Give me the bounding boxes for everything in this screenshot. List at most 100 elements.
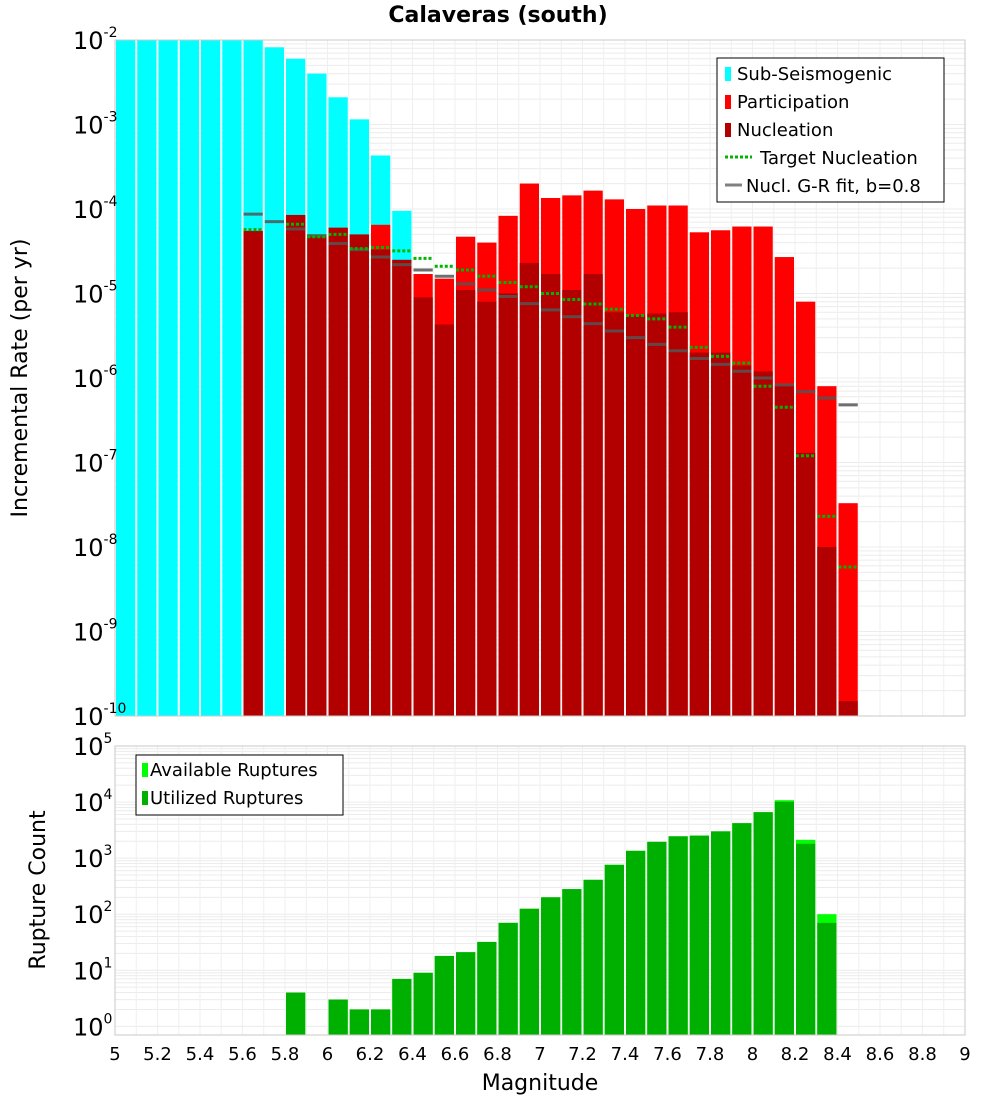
y-tick-label: 10-6 [73,363,118,393]
utilized-ruptures-bar [392,978,412,1035]
nucleation-bar [541,274,561,716]
x-tick-label: 6.2 [356,1044,385,1065]
nucleation-bar [817,547,837,716]
utilized-ruptures-bar [477,941,497,1035]
x-tick-label: 8.8 [908,1044,937,1065]
x-tick-label: 7 [534,1044,545,1065]
nucleation-bar [626,315,646,716]
utilized-ruptures-bar [328,999,348,1035]
y-tick-label: 10-2 [73,25,118,55]
utilized-ruptures-bar [519,908,539,1035]
bottom-plot-frame [114,745,966,1036]
utilized-ruptures-bar [668,836,688,1035]
nucleation-bar [562,290,582,716]
x-tick-label: 8.2 [781,1044,810,1065]
utilized-ruptures-bar [371,1009,391,1035]
nucleation-bar [668,312,688,716]
nucleation-bar [604,312,624,716]
utilized-ruptures-bar [456,952,476,1035]
legend-label-participation: Participation [737,92,849,113]
x-axis-label: Magnitude [482,1071,599,1096]
bottom-plot-y-axis-label: Rupture Count [26,810,51,970]
nucleation-bar [519,262,539,716]
x-tick-label: 6.8 [483,1044,512,1065]
chart-title: Calaveras (south) [388,3,607,28]
x-tick-label: 9 [959,1044,970,1065]
bottom-plot-y-ticks: 100 101 102 103 104 105 [73,731,113,1041]
legend-label-gr-fit: Nucl. G-R fit, b=0.8 [746,176,921,197]
x-tick-label: 7.4 [611,1044,640,1065]
x-tick-label: 8.4 [823,1044,852,1065]
utilized-ruptures-bar [541,897,561,1035]
bottom-plot-x-ticks: 5 5.2 5.4 5.6 5.8 6 6.2 6.4 6.6 6.8 7 7.2 7.4 7.6 7.8 8… [109,1044,970,1065]
legend-label-target-nucleation: Target Nucleation [759,148,918,169]
x-tick-label: 5.6 [228,1044,257,1065]
nucleation-bar [711,352,731,716]
y-tick-label: 10-9 [73,617,118,647]
legend-label-sub-seismogenic: Sub-Seismogenic [737,64,892,85]
utilized-ruptures-bar [626,850,646,1035]
legend-label-utilized-ruptures: Utilized Ruptures [150,788,303,809]
utilized-ruptures-bar [286,992,306,1035]
top-plot-y-ticks: 10-10 10-9 10-8 10-7 10-6 10-5 10-4 10-3 10-2 [73,25,126,731]
bottom-plot-bars [286,800,837,1035]
x-tick-label: 7.2 [568,1044,597,1065]
y-tick-label: 10-3 [73,110,118,140]
utilized-ruptures-bar [583,879,603,1035]
utilized-ruptures-bar [689,835,709,1035]
x-tick-label: 8 [747,1044,758,1065]
participation-bar [838,503,858,716]
x-tick-label: 5.2 [143,1044,172,1065]
x-tick-label: 7.8 [696,1044,725,1065]
nucleation-bar [774,386,794,716]
sub-seismogenic-bar [179,40,199,716]
sub-seismogenic-bar [264,47,284,717]
nucleation-bar [349,234,369,717]
y-tick-label: 105 [73,731,112,761]
x-tick-label: 5.8 [271,1044,300,1065]
top-plot-fit-lines [243,212,858,569]
nucleation-bar [647,313,667,716]
y-tick-label: 10-5 [73,279,118,309]
top-plot-y-axis-label: Incremental Rate (per yr) [8,239,33,518]
legend-swatch-participation [725,95,731,109]
nucleation-bar [434,324,454,716]
sub-seismogenic-bar [137,40,157,716]
y-tick-label: 100 [73,1011,112,1041]
y-tick-label: 102 [73,899,112,929]
utilized-ruptures-bar [647,841,667,1035]
bottom-plot-legend: Available Ruptures Utilized Ruptures [135,754,344,816]
top-plot-bars [116,40,858,717]
top-plot-frame [114,39,966,717]
legend-swatch-sub-seismogenic [725,67,731,81]
utilized-ruptures-bar [562,889,582,1035]
legend-swatch-nucleation [725,123,731,137]
legend-swatch-available-ruptures [142,763,148,777]
sub-seismogenic-bar [201,40,221,716]
nucleation-bar [477,301,497,716]
y-tick-label: 10-10 [73,701,126,731]
nucleation-bar [498,293,518,716]
y-tick-label: 10-7 [73,448,118,478]
utilized-ruptures-bar [817,922,837,1035]
y-tick-label: 103 [73,843,112,873]
nucleation-bar [307,234,327,717]
y-tick-label: 10-8 [73,532,118,562]
utilized-ruptures-bar [796,843,816,1035]
nucleation-bar [796,452,816,716]
nucleation-bar [413,297,433,716]
utilized-ruptures-bar [711,831,731,1035]
sub-seismogenic-bar [116,40,136,716]
x-tick-label: 6.4 [398,1044,427,1065]
legend-swatch-utilized-ruptures [142,791,148,805]
x-tick-label: 5.4 [186,1044,215,1065]
y-tick-label: 104 [73,787,113,817]
x-tick-label: 7.6 [653,1044,682,1065]
legend-label-available-ruptures: Available Ruptures [150,760,318,781]
top-plot-legend: Sub-Seismogenic Participation Nucleation… [716,57,945,203]
x-tick-label: 6 [322,1044,333,1065]
nucleation-bar [689,352,709,716]
nucleation-bar [583,274,603,716]
sub-seismogenic-bar [158,40,178,716]
